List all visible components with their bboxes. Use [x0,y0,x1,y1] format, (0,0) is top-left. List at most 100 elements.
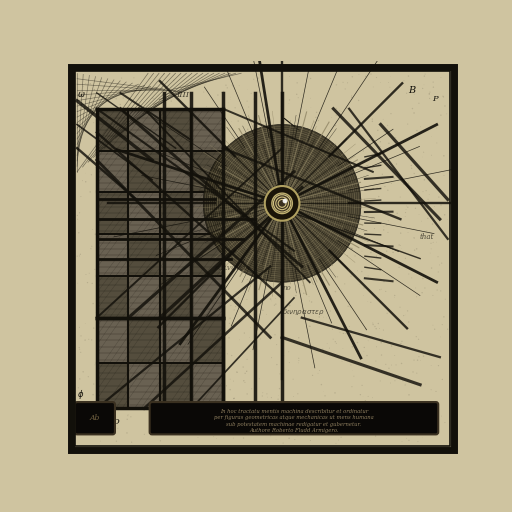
Point [348,366,356,374]
Point [359,227,368,236]
Point [182,285,190,293]
Circle shape [272,193,292,214]
Point [166,385,174,393]
Point [205,325,214,333]
Point [255,153,263,161]
Point [381,303,390,311]
Point [234,293,243,302]
Point [244,195,252,203]
Point [316,413,325,421]
Point [339,113,348,121]
Point [331,288,339,296]
Point [294,359,303,367]
Point [399,180,408,188]
Point [263,310,271,318]
Point [434,410,442,418]
Point [210,411,219,419]
Point [360,284,368,292]
Point [252,216,261,224]
Point [397,244,406,252]
Point [219,161,227,169]
Point [88,170,96,179]
Point [177,272,185,280]
Point [263,282,271,290]
Point [175,316,183,324]
Point [438,375,446,383]
Point [246,404,254,412]
Point [311,421,319,430]
Point [294,260,302,268]
Bar [129,234,160,276]
Point [397,339,405,348]
Point [88,402,96,411]
Point [348,244,356,252]
Point [423,227,431,235]
Point [353,338,361,347]
Point [381,287,390,295]
Point [145,111,154,119]
Point [130,129,138,137]
Point [180,220,188,228]
Point [319,313,328,321]
Point [427,386,435,394]
Point [126,95,134,103]
Bar [191,193,223,234]
Point [425,90,434,98]
Point [75,209,83,217]
Point [185,84,194,93]
Point [133,402,141,411]
Point [281,274,289,283]
Point [343,104,351,112]
Point [107,117,115,125]
Point [94,356,102,364]
Point [316,130,325,138]
Point [211,365,220,373]
Point [377,285,386,293]
Point [255,375,263,383]
Point [317,380,326,389]
Point [221,262,229,270]
Point [335,106,344,115]
Bar [97,317,129,363]
Point [178,415,186,423]
Text: sub potestatem machinae redigatur et gubernetur.: sub potestatem machinae redigatur et gub… [226,421,361,426]
Point [76,88,84,96]
Point [111,218,119,226]
Point [428,151,436,159]
Point [163,118,171,126]
Point [331,121,339,130]
Point [183,322,191,330]
Point [121,320,129,328]
Point [358,381,366,390]
Point [413,245,421,253]
Point [441,102,449,110]
Point [274,209,282,218]
Point [156,232,164,241]
Point [260,328,268,336]
Point [205,200,214,208]
Point [127,189,136,197]
Point [75,323,83,331]
Point [107,413,115,421]
Point [133,285,141,293]
Bar [129,363,160,409]
Point [91,265,99,273]
Point [180,129,188,137]
Point [160,360,168,368]
Point [215,219,223,227]
Point [331,389,339,397]
Point [167,129,176,137]
Point [169,76,178,84]
Point [139,329,147,337]
Point [367,243,375,251]
Point [180,154,188,162]
Point [146,254,155,262]
Point [438,321,446,329]
Bar [160,193,191,234]
Point [201,223,209,231]
Point [307,103,315,111]
Point [205,172,214,180]
Point [312,184,320,192]
Point [271,294,280,303]
Point [223,350,231,358]
